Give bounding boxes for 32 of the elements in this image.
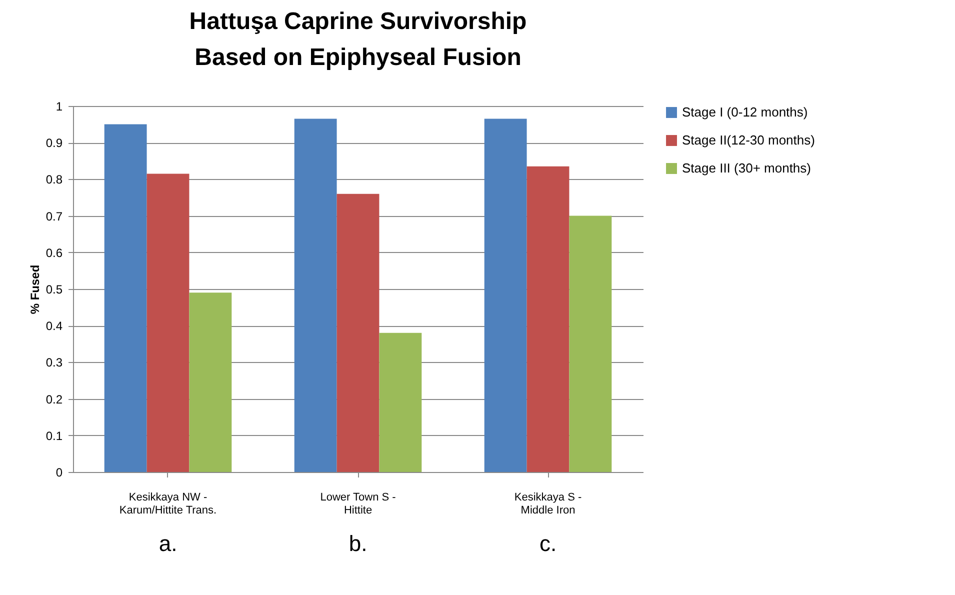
y-tick-label: 0.4: [46, 319, 63, 334]
x-tick-label: Lower Town S - Hittite: [320, 492, 396, 516]
text: b.: [348, 531, 368, 556]
text: a.: [158, 531, 178, 556]
bar: [189, 292, 232, 472]
y-tick-label: 0.1: [46, 428, 63, 443]
y-tick-label: 0.2: [46, 392, 63, 406]
x-tick-label: Kesikkaya NW - Karum/Hittite Trans.: [119, 492, 217, 516]
legend-label: Stage III (30+ months): [682, 160, 811, 176]
text: Hattuşa Caprine Survivorship: [189, 8, 527, 35]
y-tick-label: 0.6: [46, 246, 63, 260]
y-tick-label: 0.8: [46, 172, 63, 187]
text: Based on Epiphyseal Fusion: [194, 44, 522, 71]
legend-label: Stage I (0-12 months): [682, 104, 808, 120]
bar: [146, 174, 190, 472]
y-tick-label: 0.7: [46, 209, 63, 224]
y-tick-label: 0.9: [46, 136, 63, 150]
legend-label: Stage II(12-30 months): [682, 132, 815, 148]
y-tick-label: 1: [56, 100, 63, 114]
y-axis-title: % Fused: [28, 264, 42, 314]
bar: [294, 118, 337, 472]
y-tick-label: 0: [56, 466, 63, 480]
bar: [336, 194, 380, 472]
bar: [526, 166, 570, 472]
y-tick-label: 0.3: [46, 356, 63, 370]
bar: [104, 124, 147, 472]
bar: [379, 332, 422, 472]
x-tick-label: Kesikkaya S - Middle Iron: [514, 492, 582, 516]
bar: [484, 118, 527, 472]
y-tick-label: 0.5: [46, 282, 63, 296]
text: c.: [539, 531, 557, 556]
bar: [569, 216, 612, 472]
